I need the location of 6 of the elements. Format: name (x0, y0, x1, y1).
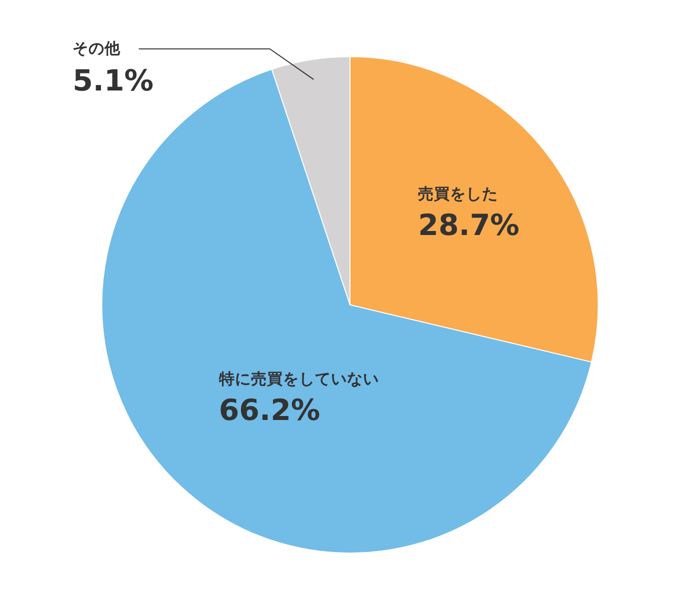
data-label: 28.7% (418, 208, 520, 242)
slice-label: その他 (72, 40, 122, 58)
data-label: 5.1% (72, 64, 154, 98)
data-label: 66.2% (218, 393, 320, 428)
slice-label: 特に売買をしていない (218, 370, 379, 388)
slice-label: 売買をした (418, 184, 498, 203)
